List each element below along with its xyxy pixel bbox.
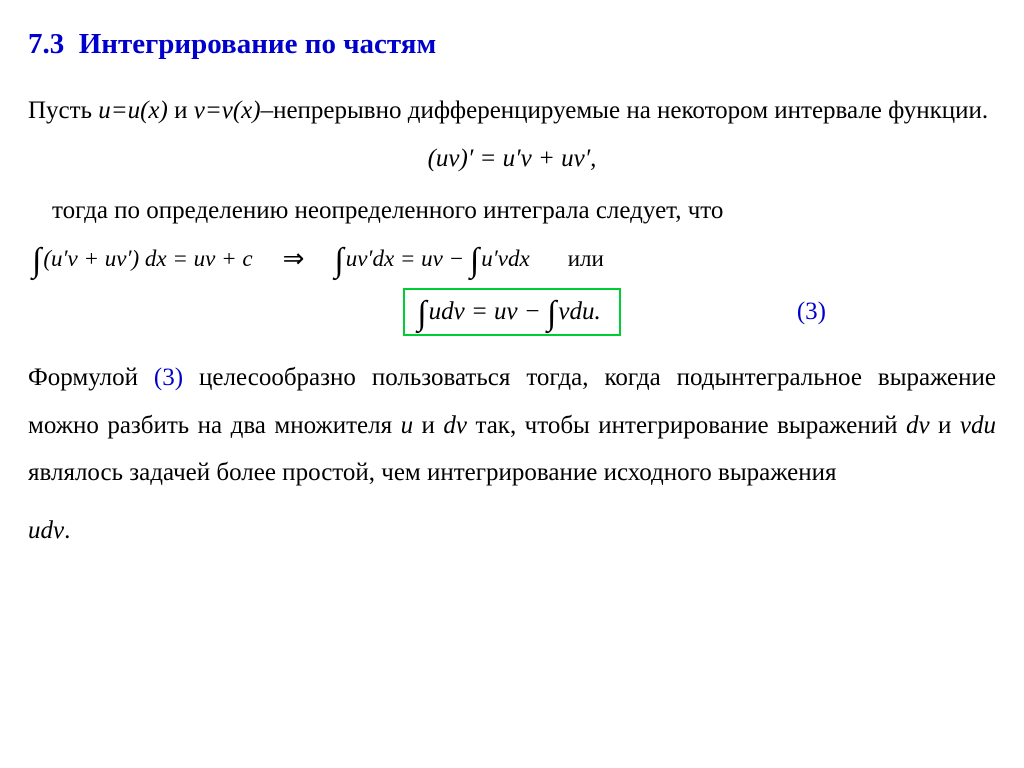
- implies-arrow: ⇒: [283, 244, 305, 274]
- text: .: [64, 517, 70, 544]
- equation-product-rule: (uv)′ = u′v + uv′,: [28, 145, 996, 173]
- paragraph-3-tail: udv.: [28, 507, 996, 555]
- text: Пусть: [28, 97, 98, 124]
- section-title-text: Интегрирование по частям: [79, 28, 437, 60]
- paragraph-3: Формулой (3) целесообразно пользоваться …: [28, 354, 996, 497]
- math-display: (uv)′ = u′v + uv′,: [428, 145, 597, 172]
- text: Формулой: [28, 364, 154, 391]
- math-inline: udv: [28, 517, 64, 544]
- text: и: [413, 412, 443, 439]
- text: и: [168, 97, 194, 124]
- document-page: 7.3 Интегрирование по частям Пусть u=u(x…: [0, 0, 1024, 574]
- equation-derivation-row: ∫(u′v + uv′) dx = uv + c ⇒ ∫uv′dx = uv −…: [28, 244, 996, 274]
- text: тогда по определению неопределенного инт…: [52, 197, 723, 224]
- math-inline: dv: [906, 412, 930, 439]
- math-inline: dv: [443, 412, 467, 439]
- math-inline: uv′dx = uv −: [346, 246, 464, 272]
- equation-rhs: ∫uv′dx = uv − ∫u′vdx: [334, 246, 529, 272]
- text: и: [930, 412, 960, 439]
- paragraph-1: Пусть u=u(x) и v=v(x)–непрерывно диффере…: [28, 87, 996, 135]
- math-inline: v=v: [194, 97, 233, 124]
- paragraph-2: тогда по определению неопределенного инт…: [28, 187, 996, 235]
- text-or: или: [568, 246, 604, 272]
- math-inline: u=u: [98, 97, 140, 124]
- math-inline: (u′v + uv′) dx = uv + c: [43, 246, 252, 272]
- math-inline: udv = uv −: [429, 298, 541, 326]
- math-inline: (x): [233, 97, 261, 124]
- boxed-formula: ∫udv = uv − ∫vdu.: [403, 288, 620, 336]
- text: –непрерывно дифференцируемые на некоторо…: [261, 97, 989, 124]
- section-number: 7.3: [28, 28, 64, 60]
- boxed-formula-row: ∫udv = uv − ∫vdu. (3): [28, 288, 996, 336]
- math-inline: (x): [140, 97, 168, 124]
- math-inline: vdu.: [558, 298, 600, 326]
- math-inline: vdu: [960, 412, 996, 439]
- text: так, чтобы интегрирование выражений: [467, 412, 906, 439]
- text: являлось задачей более простой, чем инте…: [28, 459, 837, 486]
- equation-number: (3): [797, 298, 826, 326]
- math-inline: u: [401, 412, 414, 439]
- math-inline: u′vdx: [481, 246, 529, 272]
- section-heading: 7.3 Интегрирование по частям: [28, 28, 996, 61]
- equation-lhs: ∫(u′v + uv′) dx = uv + c: [32, 246, 253, 272]
- equation-reference: (3): [154, 364, 183, 391]
